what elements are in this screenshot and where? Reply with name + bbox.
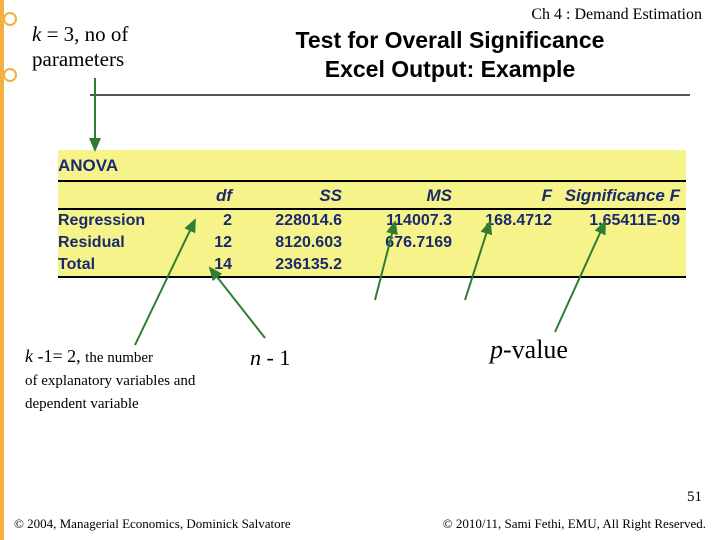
cell-sigf — [558, 234, 686, 252]
anova-head-blank — [58, 186, 178, 206]
annot-k-italic: k — [32, 22, 41, 46]
footer-right: © 2010/11, Sami Fethi, EMU, All Right Re… — [443, 516, 706, 532]
anova-title: ANOVA — [58, 150, 686, 180]
anova-head-df: df — [178, 186, 238, 206]
anova-table: ANOVA df SS MS F Significance F Regressi… — [58, 150, 686, 278]
cell-sigf: 1.65411E-09 — [558, 212, 686, 230]
cell-ms: 676.7169 — [348, 234, 458, 252]
cell-ss: 236135.2 — [238, 256, 348, 274]
cell-df: 12 — [178, 234, 238, 252]
annotation-p-value: p-value — [490, 335, 568, 365]
annot-k2-rest: of explanatory variables and dependent v… — [25, 373, 195, 412]
cell-label: Regression — [58, 212, 178, 230]
annot-n1-italic: n — [250, 345, 261, 370]
cell-sigf — [558, 256, 686, 274]
annot-k-rest: = 3, no of — [41, 22, 128, 46]
annotation-n-minus-1: n - 1 — [250, 345, 290, 371]
anova-head-ss: SS — [238, 186, 348, 206]
footer-left: © 2004, Managerial Economics, Dominick S… — [14, 516, 291, 532]
anova-head-ms: MS — [348, 186, 458, 206]
cell-df: 14 — [178, 256, 238, 274]
anova-row-residual: Residual 12 8120.603 676.7169 — [58, 232, 686, 254]
cell-ss: 228014.6 — [238, 212, 348, 230]
title-line2: Excel Output: Example — [325, 56, 576, 82]
annot-pv-italic: p — [490, 335, 503, 364]
side-accent-dot-2 — [3, 68, 17, 82]
annot-k-line2: parameters — [32, 47, 124, 71]
cell-df: 2 — [178, 212, 238, 230]
side-accent-bar — [0, 0, 4, 540]
cell-label: Residual — [58, 234, 178, 252]
cell-f — [458, 256, 558, 274]
annot-n1-rest: - 1 — [261, 345, 290, 370]
title-underline — [90, 94, 690, 96]
cell-ss: 8120.603 — [238, 234, 348, 252]
anova-row-regression: Regression 2 228014.6 114007.3 168.4712 … — [58, 210, 686, 232]
side-accent-dot-1 — [3, 12, 17, 26]
anova-header-row: df SS MS F Significance F — [58, 182, 686, 208]
cell-ms — [348, 256, 458, 274]
anova-head-f: F — [458, 186, 558, 206]
chapter-label: Ch 4 : Demand Estimation — [531, 6, 702, 24]
title-line1: Test for Overall Significance — [296, 27, 605, 53]
cell-f: 168.4712 — [458, 212, 558, 230]
anova-row-total: Total 14 236135.2 — [58, 254, 686, 276]
slide-number: 51 — [687, 489, 702, 506]
anova-head-sigf: Significance F — [558, 186, 686, 206]
slide-title: Test for Overall Significance Excel Outp… — [210, 26, 690, 84]
annot-pv-rest: -value — [503, 335, 568, 364]
annotation-k-minus-1: k -1= 2, the number of explanatory varia… — [25, 345, 225, 413]
annot-k2-tail: the number — [85, 350, 153, 366]
cell-ms: 114007.3 — [348, 212, 458, 230]
annotation-k-params: k = 3, no of parameters — [32, 22, 128, 72]
annot-k2-mid: -1= 2, — [33, 346, 85, 366]
anova-rule-bottom — [58, 276, 686, 278]
annot-k2-italic: k — [25, 346, 33, 366]
cell-f — [458, 234, 558, 252]
cell-label: Total — [58, 256, 178, 274]
